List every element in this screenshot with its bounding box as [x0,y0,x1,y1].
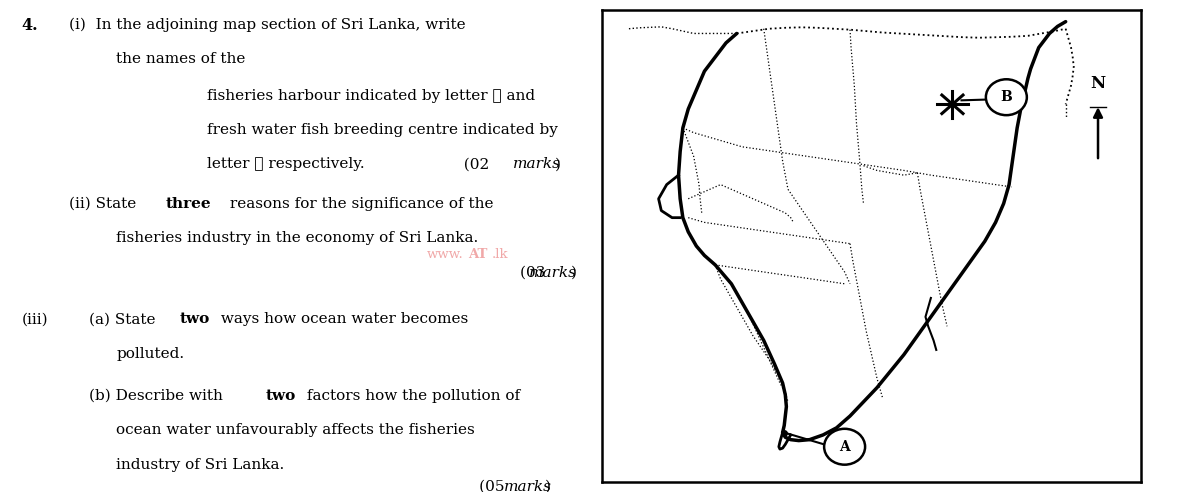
Text: two: two [265,389,296,402]
Text: marks: marks [529,266,577,279]
Text: ocean water unfavourably affects the fisheries: ocean water unfavourably affects the fis… [116,423,475,437]
Text: marks: marks [504,480,552,492]
Text: A: A [839,440,850,454]
Text: .lk: .lk [492,248,508,261]
Text: B: B [1000,90,1012,104]
Text: ): ) [555,157,561,171]
Text: reasons for the significance of the: reasons for the significance of the [225,197,494,211]
Text: ): ) [571,266,577,279]
Text: www.: www. [427,248,463,261]
Text: polluted.: polluted. [116,347,184,361]
Text: (b) Describe with: (b) Describe with [89,389,228,402]
Text: (a) State: (a) State [89,312,160,326]
Text: AT: AT [468,248,487,261]
Text: fisheries harbour indicated by letter Ⓐ and: fisheries harbour indicated by letter Ⓐ … [207,89,536,102]
Text: (iii): (iii) [21,312,47,326]
Text: marks: marks [513,157,562,171]
Circle shape [824,429,865,464]
Text: ): ) [545,480,551,492]
Text: (05: (05 [367,480,510,492]
Text: (03: (03 [403,266,550,279]
Text: 4.: 4. [21,17,38,34]
Text: fisheries industry in the economy of Sri Lanka.: fisheries industry in the economy of Sri… [116,231,479,245]
Text: ways how ocean water becomes: ways how ocean water becomes [216,312,468,326]
Text: letter Ⓑ respectively.: letter Ⓑ respectively. [207,157,365,171]
Text: two: two [180,312,211,326]
Text: fresh water fish breeding centre indicated by: fresh water fish breeding centre indicat… [207,123,558,137]
Text: three: three [166,197,212,211]
Text: factors how the pollution of: factors how the pollution of [302,389,520,402]
Text: (02: (02 [415,157,494,171]
Text: the names of the: the names of the [116,52,245,65]
Text: (i)  In the adjoining map section of Sri Lanka, write: (i) In the adjoining map section of Sri … [69,17,466,31]
Text: industry of Sri Lanka.: industry of Sri Lanka. [116,458,284,471]
Circle shape [986,79,1027,115]
Text: (ii) State: (ii) State [69,197,141,211]
Text: N: N [1090,75,1106,92]
